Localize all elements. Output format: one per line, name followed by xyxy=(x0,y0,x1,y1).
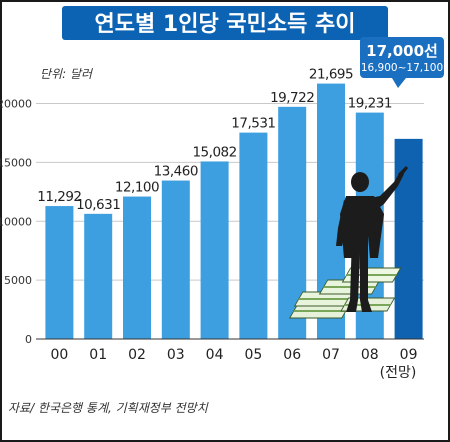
x-axis-categories: 00 01 02 03 04 05 06 07 08 09 xyxy=(50,347,417,363)
value-label: 21,695 xyxy=(309,67,353,83)
bar xyxy=(84,213,113,339)
bar-forecast xyxy=(394,138,423,339)
title-banner xyxy=(62,6,388,40)
y-tick-label: 10000 xyxy=(0,215,32,228)
x-category-label: 08 xyxy=(361,347,379,363)
chart-title: 연도별 1인당 국민소득 추이 xyxy=(95,12,356,37)
source-note: 자료/ 한국은행 통계, 기획재정부 전망치 xyxy=(8,401,209,415)
bar xyxy=(161,180,190,339)
value-label: 13,460 xyxy=(154,164,198,180)
x-category-label: 04 xyxy=(206,347,224,363)
y-tick-label: 5000 xyxy=(4,274,32,287)
unit-label: 단위: 달러 xyxy=(40,67,93,81)
x-category-label: 03 xyxy=(167,347,185,363)
y-axis-ticks: 0 5000 10000 15000 20000 xyxy=(0,98,32,346)
forecast-note: (전망) xyxy=(380,365,417,381)
callout-pointer xyxy=(392,78,406,88)
value-label: 17,531 xyxy=(231,116,275,132)
bar xyxy=(200,161,229,339)
callout-range: 16,900~17,100 xyxy=(361,62,443,74)
value-label: 19,722 xyxy=(270,90,314,106)
x-category-label: 05 xyxy=(244,347,262,363)
value-label: 12,100 xyxy=(115,180,159,196)
x-category-label: 07 xyxy=(322,347,340,363)
x-category-label: 06 xyxy=(283,347,301,363)
value-label: 15,082 xyxy=(192,144,236,160)
callout-box xyxy=(360,37,444,78)
bar xyxy=(239,132,268,339)
forecast-callout: 17,000선 16,900~17,100 xyxy=(360,37,444,88)
x-category-label: 01 xyxy=(89,347,107,363)
value-label: 19,231 xyxy=(348,96,392,112)
x-category-label: 02 xyxy=(128,347,146,363)
x-category-label: 00 xyxy=(50,347,68,363)
bar xyxy=(123,196,151,339)
y-tick-label: 15000 xyxy=(0,156,32,169)
callout-value: 17,000선 xyxy=(366,42,438,60)
businessman-pointing-icon xyxy=(336,166,408,312)
bar xyxy=(45,206,74,339)
x-category-label: 09 xyxy=(400,347,418,363)
value-label: 11,292 xyxy=(37,189,81,205)
value-label: 10,631 xyxy=(76,197,120,213)
y-tick-label: 0 xyxy=(25,333,32,346)
y-tick-label: 20000 xyxy=(0,98,32,111)
